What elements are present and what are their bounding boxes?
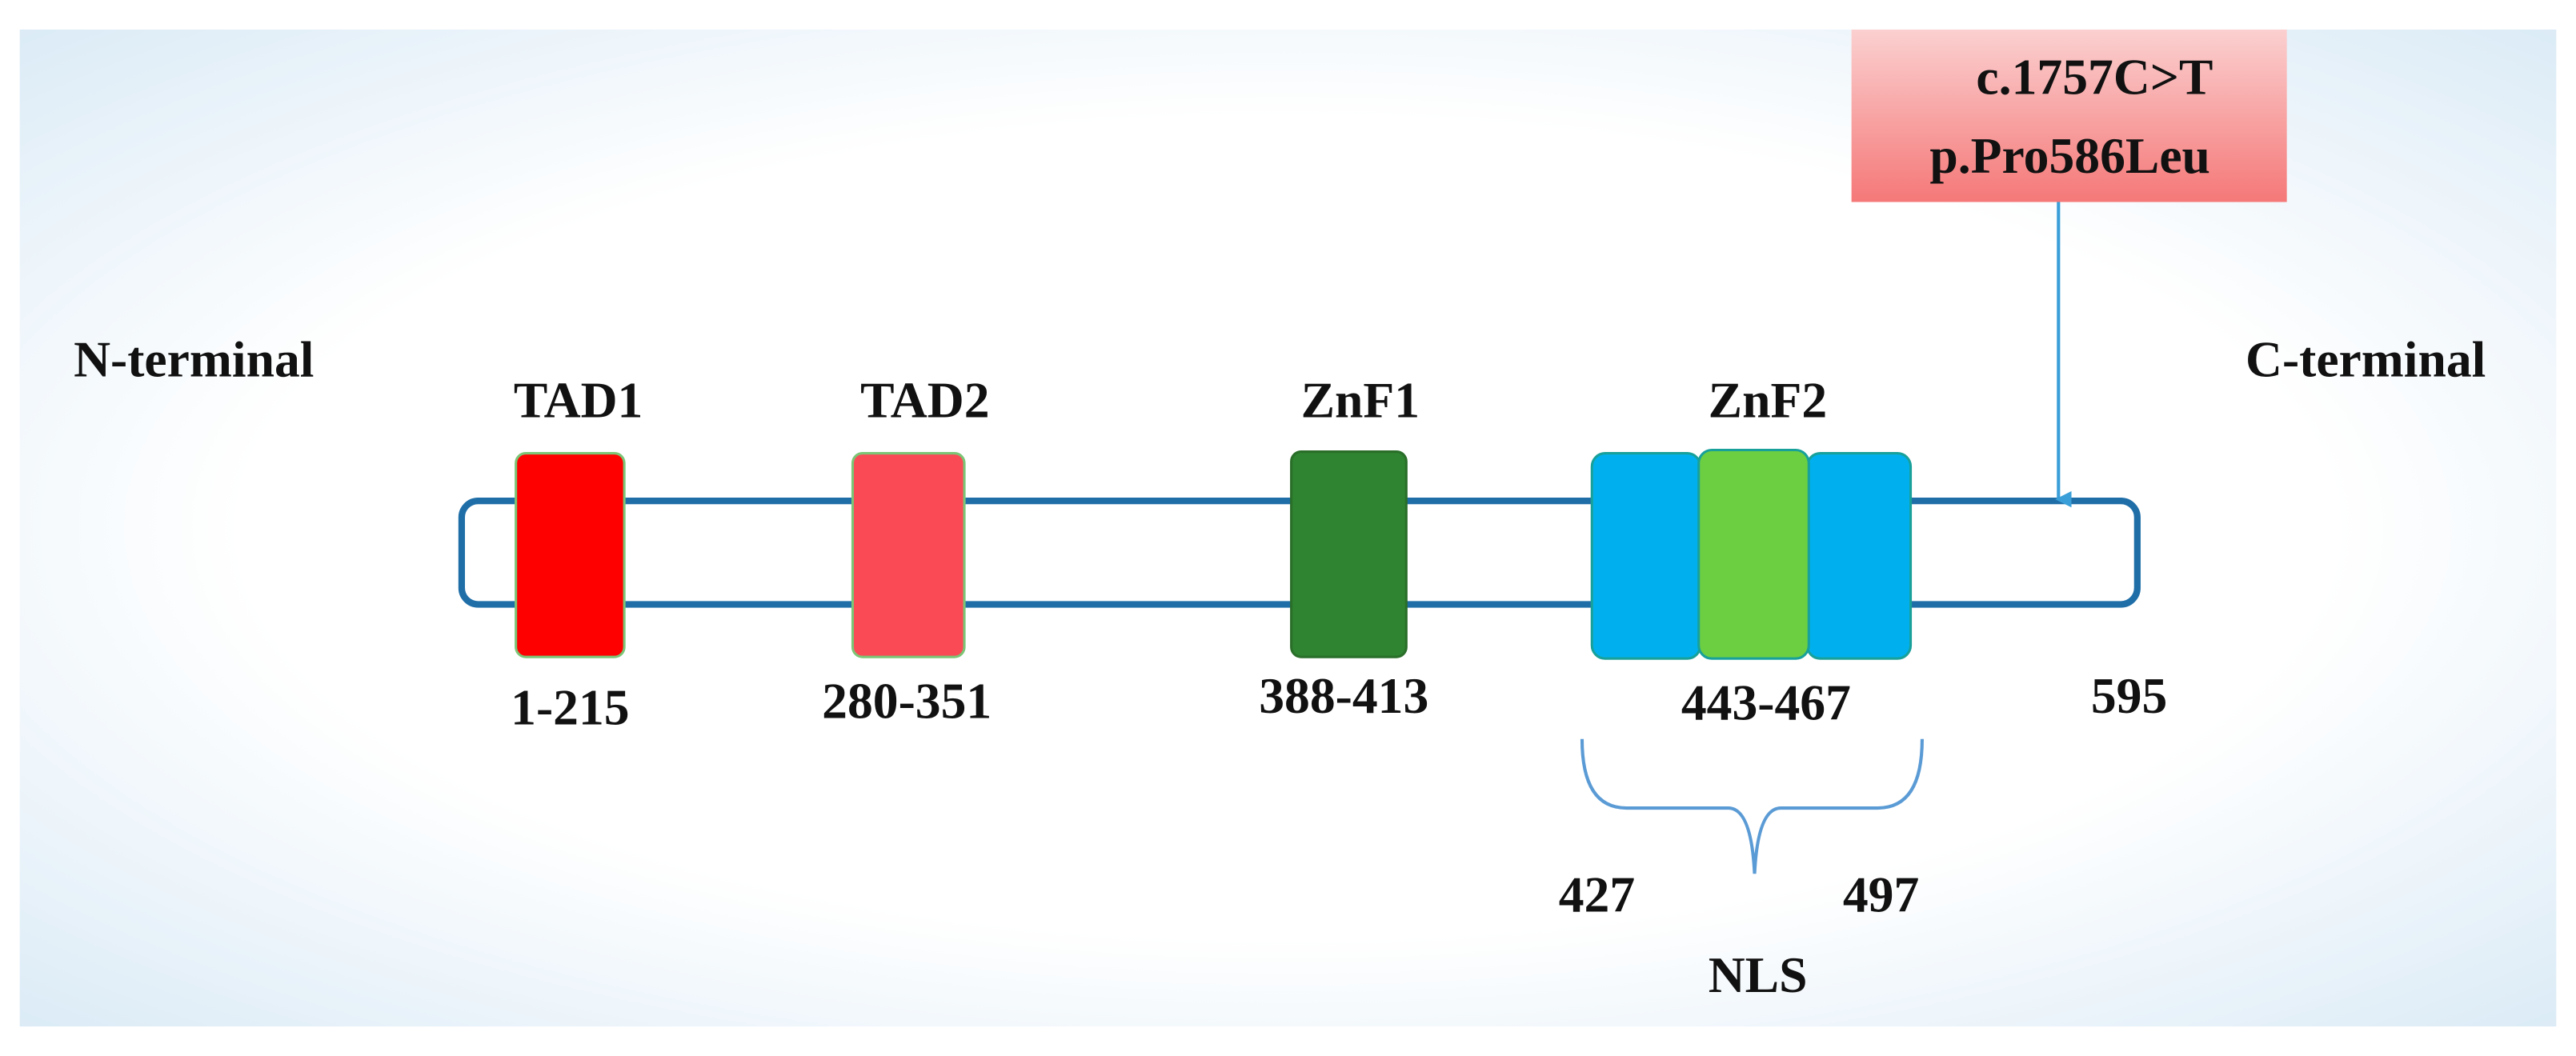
domain-range: 443-467 — [1681, 674, 1851, 730]
tad1-domain — [515, 452, 626, 658]
domain-name: ZnF1 — [1301, 372, 1420, 429]
n-terminal: N-terminal — [74, 330, 314, 387]
tad2-domain — [851, 452, 966, 658]
nls-start: 427 — [1559, 866, 1635, 923]
znf2-left — [1590, 452, 1702, 660]
mutation-cdna: c.1757C>T — [1976, 48, 2213, 105]
domain-range: 280-351 — [822, 672, 992, 729]
end-position: 595 — [2091, 667, 2167, 724]
nls-label: NLS — [1709, 946, 1808, 1003]
nls-brace — [1580, 738, 1924, 874]
znf1-domain — [1290, 450, 1408, 658]
znf2-right — [1805, 452, 1913, 660]
nls-end: 497 — [1843, 866, 1919, 923]
domain-name: TAD2 — [860, 372, 989, 429]
domain-range: 1-215 — [511, 679, 629, 736]
c-terminal: C-terminal — [2245, 330, 2486, 387]
mutation-box — [1851, 29, 2287, 202]
domain-range: 388-413 — [1259, 667, 1428, 724]
domain-name: ZnF2 — [1709, 372, 1828, 429]
mutation-protein: p.Pro586Leu — [1929, 127, 2210, 184]
domain-name: TAD1 — [514, 372, 643, 429]
znf2-center — [1697, 448, 1810, 660]
